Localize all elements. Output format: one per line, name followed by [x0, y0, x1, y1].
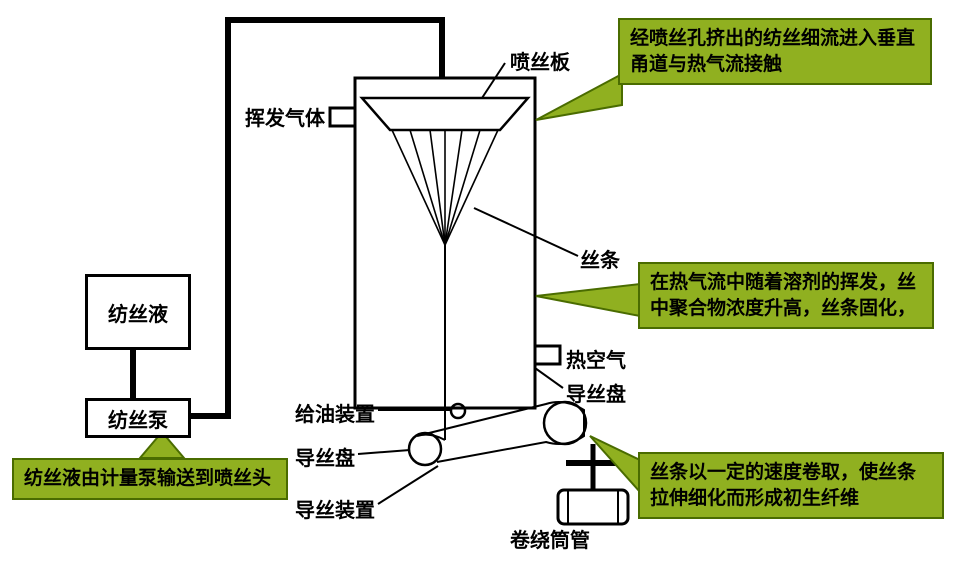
hot-air-inlet-icon [535, 346, 560, 364]
leader-line [378, 466, 438, 504]
guide-disc-icon [409, 433, 441, 465]
callout-text: 经喷丝孔挤出的纺丝细流进入垂直甬道与热气流接触 [630, 28, 915, 75]
volatile-gas-label: 挥发气体 [245, 102, 325, 131]
callout-bot-right: 丝条以一定的速度卷取，使丝条拉伸细化而形成初生纤维 [638, 452, 944, 519]
spinning-pump-label: 纺丝泵 [108, 404, 168, 433]
callout-bot-left: 纺丝液由计量泵输送到喷丝头 [12, 458, 288, 500]
spinneret-plate-icon [362, 98, 528, 130]
callout-mid-right: 在热气流中随着溶剂的挥发，丝中聚合物浓度升高，丝条固化， [638, 262, 934, 329]
oil-device-label: 给油装置 [295, 398, 375, 427]
leader-line [358, 450, 410, 454]
callout-text: 在热气流中随着溶剂的挥发，丝中聚合物浓度升高，丝条固化， [650, 272, 916, 319]
spinneret-plate-label: 喷丝板 [510, 46, 570, 75]
leader-line [535, 368, 563, 388]
hot-air-label: 热空气 [566, 344, 626, 373]
spinning-liquid-label: 纺丝液 [108, 298, 168, 327]
filament-label: 丝条 [580, 244, 620, 273]
spinning-pump-box: 纺丝泵 [85, 398, 191, 438]
callout-text: 纺丝液由计量泵输送到喷丝头 [24, 468, 271, 489]
guide-disc-btm-label: 导丝盘 [295, 442, 355, 471]
callout-text: 丝条以一定的速度卷取，使丝条拉伸细化而形成初生纤维 [650, 462, 916, 509]
winding-tube-label: 卷绕筒管 [510, 524, 590, 553]
volatile-gas-outlet-icon [330, 108, 355, 126]
guide-disc-top-label: 导丝盘 [566, 378, 626, 407]
spinning-liquid-box: 纺丝液 [85, 274, 191, 350]
callout-pointer-icon [536, 74, 622, 120]
callout-pointer-icon [536, 284, 640, 316]
guide-device-label: 导丝装置 [295, 494, 375, 523]
callout-top-right: 经喷丝孔挤出的纺丝细流进入垂直甬道与热气流接触 [618, 18, 932, 85]
